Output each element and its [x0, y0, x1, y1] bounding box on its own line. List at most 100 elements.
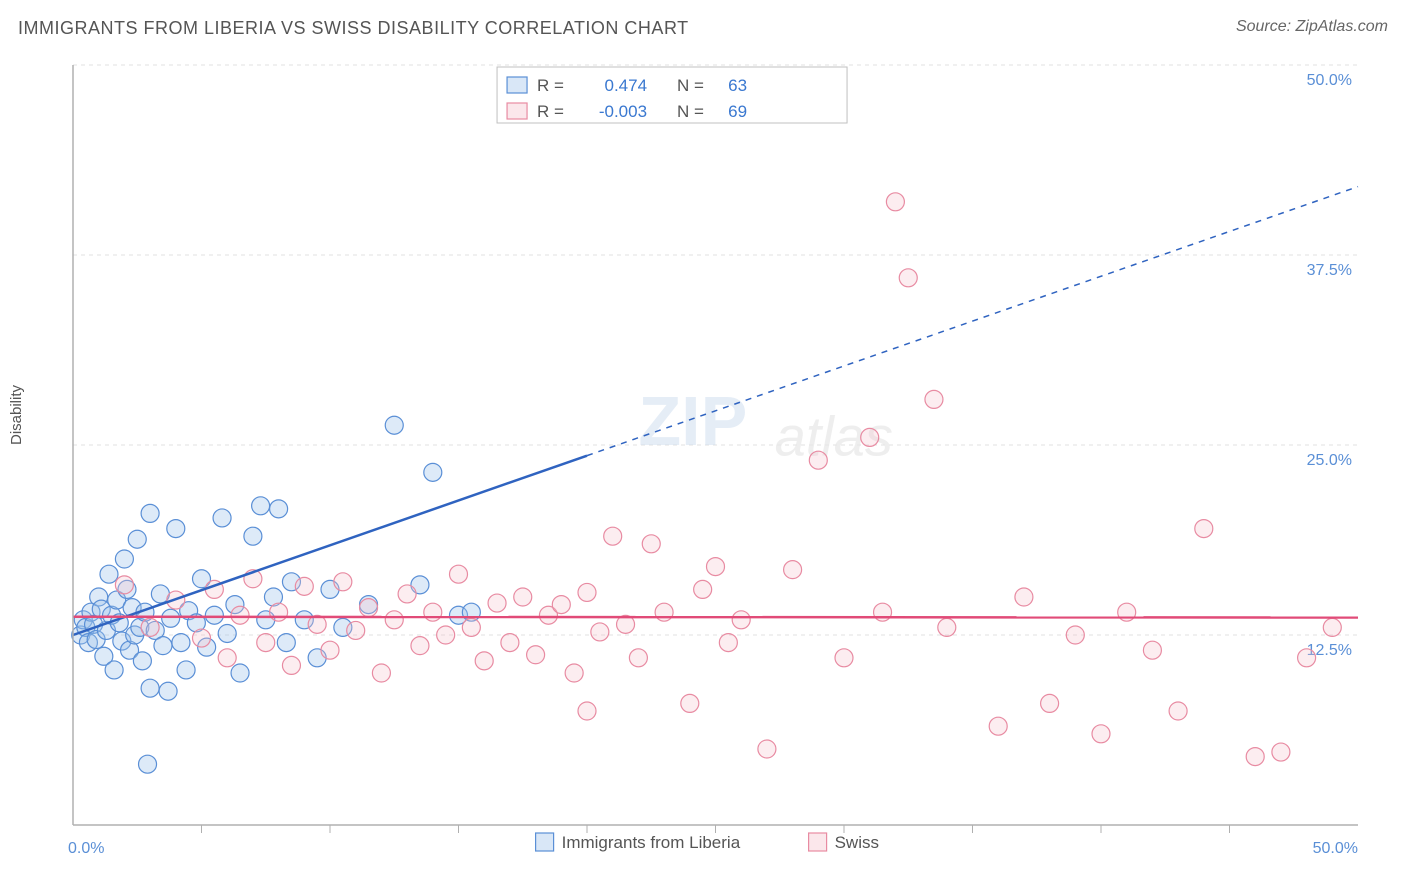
scatter-point-swiss — [835, 649, 853, 667]
scatter-point-liberia — [154, 637, 172, 655]
scatter-point-swiss — [552, 596, 570, 614]
scatter-point-liberia — [141, 504, 159, 522]
scatter-point-liberia — [141, 679, 159, 697]
scatter-point-swiss — [578, 702, 596, 720]
trend-line-swiss — [73, 617, 1358, 618]
scatter-point-liberia — [231, 664, 249, 682]
scatter-point-liberia — [128, 530, 146, 548]
legend-n-value-swiss: 69 — [728, 102, 747, 121]
scatter-point-swiss — [861, 428, 879, 446]
scatter-point-liberia — [133, 652, 151, 670]
scatter-point-swiss — [629, 649, 647, 667]
scatter-point-swiss — [758, 740, 776, 758]
scatter-point-swiss — [475, 652, 493, 670]
scatter-point-swiss — [218, 649, 236, 667]
trend-line-liberia — [73, 456, 587, 635]
scatter-point-swiss — [411, 637, 429, 655]
y-tick-label: 50.0% — [1307, 72, 1352, 89]
scatter-point-swiss — [424, 603, 442, 621]
legend-r-value-liberia: 0.474 — [605, 76, 648, 95]
scatter-point-swiss — [1298, 649, 1316, 667]
scatter-point-swiss — [1169, 702, 1187, 720]
watermark-zip: ZIP — [638, 382, 747, 460]
scatter-point-liberia — [177, 661, 195, 679]
scatter-point-liberia — [115, 550, 133, 568]
scatter-point-liberia — [252, 497, 270, 515]
scatter-point-swiss — [1246, 748, 1264, 766]
scatter-point-swiss — [784, 561, 802, 579]
scatter-point-liberia — [424, 463, 442, 481]
legend-bottom-label-liberia: Immigrants from Liberia — [562, 833, 741, 852]
legend-swatch-liberia — [507, 77, 527, 93]
scatter-point-swiss — [655, 603, 673, 621]
scatter-point-swiss — [604, 527, 622, 545]
chart-title: IMMIGRANTS FROM LIBERIA VS SWISS DISABIL… — [18, 18, 689, 38]
scatter-point-swiss — [1143, 641, 1161, 659]
y-axis-label: Disability — [8, 384, 25, 444]
scatter-point-swiss — [874, 603, 892, 621]
scatter-point-swiss — [707, 558, 725, 576]
legend-r-label-liberia: R = — [537, 76, 564, 95]
scatter-point-swiss — [501, 634, 519, 652]
scatter-point-swiss — [886, 193, 904, 211]
scatter-point-swiss — [321, 641, 339, 659]
scatter-point-swiss — [257, 634, 275, 652]
scatter-point-liberia — [167, 520, 185, 538]
scatter-point-liberia — [218, 624, 236, 642]
scatter-point-swiss — [694, 580, 712, 598]
scatter-point-swiss — [372, 664, 390, 682]
scatter-point-swiss — [1092, 725, 1110, 743]
scatter-point-swiss — [360, 599, 378, 617]
legend-r-label-swiss: R = — [537, 102, 564, 121]
scatter-point-swiss — [642, 535, 660, 553]
legend-swatch-swiss — [507, 103, 527, 119]
scatter-point-liberia — [385, 416, 403, 434]
trend-line-dash-liberia — [587, 187, 1358, 456]
scatter-point-swiss — [231, 606, 249, 624]
scatter-point-swiss — [1323, 618, 1341, 636]
scatter-point-swiss — [1015, 588, 1033, 606]
scatter-point-swiss — [578, 583, 596, 601]
scatter-point-swiss — [462, 618, 480, 636]
legend-bottom-swatch-swiss — [809, 833, 827, 851]
legend-n-label-liberia: N = — [677, 76, 704, 95]
scatter-point-swiss — [989, 717, 1007, 735]
legend-r-value-swiss: -0.003 — [599, 102, 647, 121]
scatter-point-swiss — [437, 626, 455, 644]
scatter-point-swiss — [732, 611, 750, 629]
scatter-point-swiss — [938, 618, 956, 636]
scatter-point-swiss — [282, 656, 300, 674]
legend-bottom-swatch-liberia — [536, 833, 554, 851]
y-tick-label: 25.0% — [1307, 452, 1352, 469]
scatter-point-liberia — [105, 661, 123, 679]
scatter-point-swiss — [398, 585, 416, 603]
legend-n-value-liberia: 63 — [728, 76, 747, 95]
x-tick-end: 50.0% — [1313, 840, 1358, 857]
scatter-point-swiss — [1272, 743, 1290, 761]
legend-n-label-swiss: N = — [677, 102, 704, 121]
scatter-point-swiss — [899, 269, 917, 287]
scatter-point-swiss — [1066, 626, 1084, 644]
scatter-point-swiss — [527, 646, 545, 664]
scatter-point-swiss — [141, 618, 159, 636]
scatter-point-swiss — [193, 629, 211, 647]
y-tick-label: 37.5% — [1307, 262, 1352, 279]
scatter-point-liberia — [100, 565, 118, 583]
scatter-point-swiss — [591, 623, 609, 641]
scatter-point-liberia — [213, 509, 231, 527]
scatter-point-swiss — [809, 451, 827, 469]
scatter-point-liberia — [270, 500, 288, 518]
scatter-point-liberia — [162, 609, 180, 627]
scatter-point-liberia — [205, 606, 223, 624]
scatter-point-swiss — [565, 664, 583, 682]
scatter-point-swiss — [719, 634, 737, 652]
scatter-point-swiss — [334, 573, 352, 591]
scatter-point-swiss — [488, 594, 506, 612]
scatter-point-swiss — [347, 621, 365, 639]
scatter-point-swiss — [450, 565, 468, 583]
scatter-point-swiss — [270, 603, 288, 621]
scatter-chart: 12.5%25.0%37.5%50.0%ZIPatlas0.0%50.0%R =… — [18, 55, 1388, 875]
scatter-point-swiss — [385, 611, 403, 629]
scatter-point-swiss — [925, 390, 943, 408]
scatter-point-swiss — [1195, 520, 1213, 538]
